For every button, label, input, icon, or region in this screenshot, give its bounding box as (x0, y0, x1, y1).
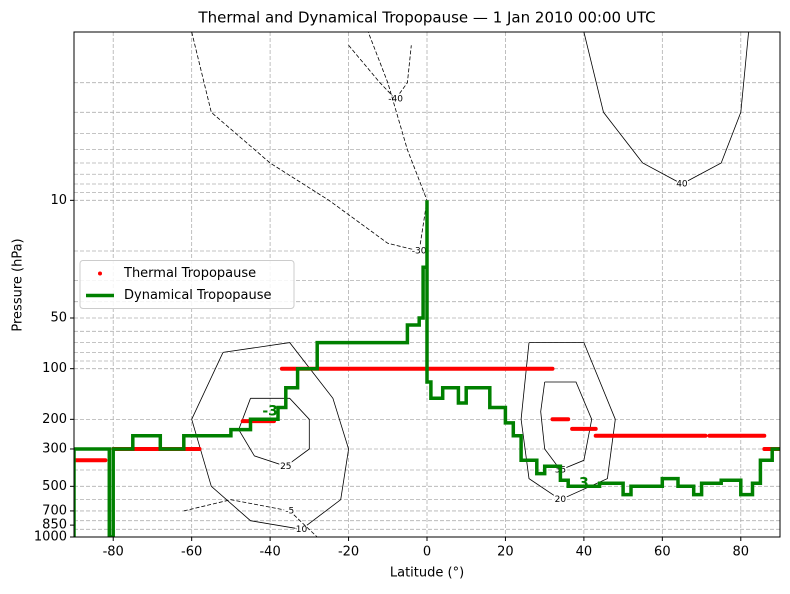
contour-line (238, 397, 310, 467)
annotation: -3 (262, 404, 278, 420)
y-tick-label: 100 (42, 361, 67, 376)
x-tick-label: 60 (654, 545, 671, 560)
contour-label: 20 (555, 495, 567, 505)
y-tick-label: 500 (42, 479, 67, 494)
x-tick-label: 0 (423, 545, 431, 560)
plot-frame (73, 31, 781, 538)
x-axis-label: Latitude (°) (390, 566, 464, 581)
contour-line (540, 381, 593, 471)
contour-line (191, 32, 428, 252)
legend-box (79, 260, 295, 309)
y-tick-label: 200 (42, 412, 67, 427)
contour-line (183, 499, 318, 537)
contour-label: -30 (412, 247, 427, 257)
x-tick-label: -80 (103, 545, 124, 560)
legend-marker (98, 271, 102, 276)
y-tick-label: 700 (42, 503, 67, 518)
contour-line (520, 342, 616, 501)
contour-label: 40 (676, 180, 688, 190)
contour-line (348, 45, 412, 100)
annotation: 3 (579, 475, 589, 491)
y-tick-label: 50 (50, 310, 67, 325)
x-tick-label: -60 (181, 545, 202, 560)
contour-label: -5 (285, 506, 294, 516)
chart-title: Thermal and Dynamical Tropopause — 1 Jan… (197, 9, 655, 27)
x-tick-label: -20 (338, 545, 359, 560)
x-tick-label: 80 (733, 545, 750, 560)
contour-label: 25 (280, 462, 291, 472)
legend-label: Thermal Tropopause (123, 266, 256, 281)
y-tick-label: 850 (42, 518, 67, 533)
x-tick-label: 20 (497, 545, 514, 560)
y-tick-label: 10 (50, 193, 67, 208)
y-tick-label: 300 (42, 441, 67, 456)
contour-line (583, 32, 749, 185)
legend-label: Dynamical Tropopause (124, 288, 272, 303)
contour-label: -40 (388, 94, 403, 104)
dynamical-tropopause (74, 200, 780, 537)
contour-label: 10 (296, 525, 308, 535)
y-axis-label: Pressure (hPa) (11, 238, 26, 331)
y-tick-label: 1000 (34, 530, 67, 545)
x-tick-label: 40 (576, 545, 593, 560)
x-tick-label: -40 (259, 545, 280, 560)
